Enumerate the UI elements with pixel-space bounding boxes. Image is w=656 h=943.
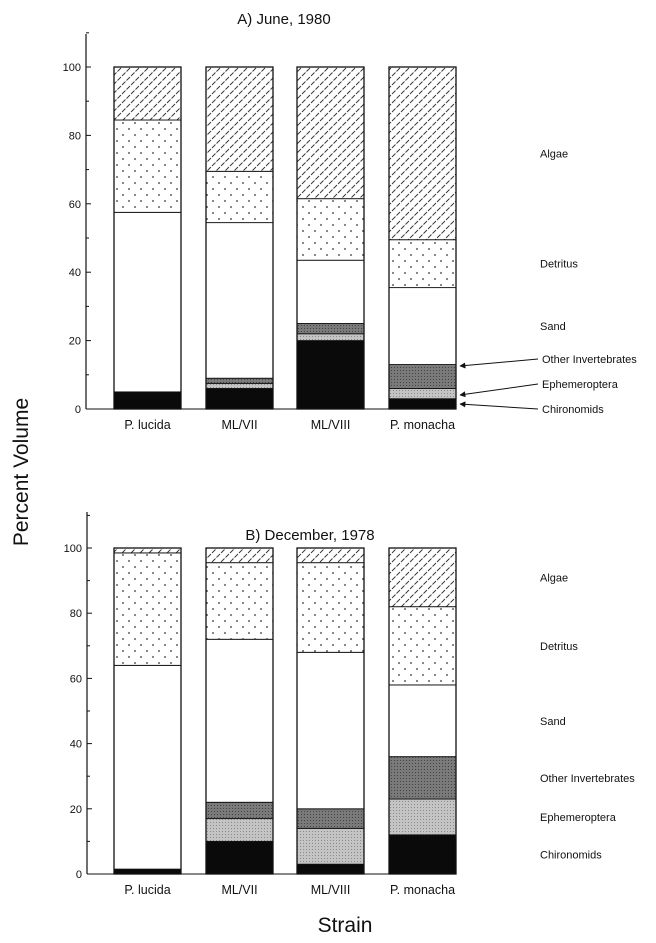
legend-label-detritus: Detritus [540,259,578,271]
bar-segment-chironomids [113,391,182,410]
bar-segment-detritus [205,170,274,224]
category-label: ML/VIII [311,883,351,897]
category-label: P. lucida [124,883,170,897]
bar-segment-detritus [296,198,365,261]
y-tick-label: 20 [70,804,82,816]
bar-segment-detritus [388,606,457,686]
bar-segment-algae [113,547,182,554]
bar-segment-sand [388,287,457,365]
bar-segment-ephemeroptera [296,333,365,342]
category-label: P. lucida [124,418,170,432]
y-tick-label: 80 [69,130,81,142]
bar-segment-sand [296,259,365,324]
panel-december-1978: B) December, 1978 0 20 40 60 80 100 P. lucida ML… [64,512,635,897]
bar-segment-other-invertebrates [296,808,365,829]
y-tick-label: 100 [63,62,81,74]
category-label: ML/VII [221,418,257,432]
bar-segment-algae [388,547,457,608]
category-label: ML/VIII [311,418,351,432]
bar-segment-ephemeroptera [205,818,274,842]
bar-segment-ephemeroptera [205,382,274,389]
legend-arrow [459,358,539,369]
y-tick-label: 60 [70,673,82,685]
chart-title: B) December, 1978 [245,527,374,544]
bar-segment-chironomids [296,340,365,410]
bar-segment-ephemeroptera [388,798,457,836]
category-label: P. monacha [390,418,455,432]
bar-segment-other-invertebrates [388,364,457,389]
bar-segment-chironomids [205,840,274,875]
legend-label-ephemeroptera: Ephemeroptera [540,812,617,824]
bar-segment-detritus [113,119,182,213]
bar-segment-sand [113,664,182,870]
category-label: ML/VII [221,883,257,897]
bar-segment-chironomids [296,863,365,875]
y-tick-label: 20 [69,336,81,348]
bar-segment-chironomids [205,388,274,410]
bar-segment-ephemeroptera [296,827,365,865]
y-tick-label: 60 [69,199,81,211]
category-label: P. monacha [390,883,455,897]
bar-segment-sand [205,638,274,803]
bar-segment-algae [388,66,457,241]
bar-segment-other-invertebrates [205,377,274,384]
legend-label-sand: Sand [540,716,566,728]
bar-segment-chironomids [388,834,457,875]
x-axis-label: Strain [318,914,373,937]
bar-segment-other-invertebrates [388,756,457,800]
bar-segment-sand [296,651,365,810]
bar-segment-sand [205,222,274,379]
bar-segment-algae [296,547,365,564]
legend-label-algae: Algae [540,572,568,584]
bar-segment-sand [113,211,182,393]
bar-segment-ephemeroptera [388,388,457,400]
bar-segment-algae [113,66,182,121]
bar-segment-detritus [113,552,182,666]
legend-label-algae: Algae [540,148,568,160]
bar-segment-chironomids [113,868,182,875]
chart-title: A) June, 1980 [237,11,330,28]
bar-segment-detritus [388,239,457,289]
bar-segment-algae [205,547,274,564]
y-tick-label: 0 [75,404,81,416]
bar-segment-detritus [296,562,365,653]
legend-label-sand: Sand [540,321,566,333]
bar-segment-algae [296,66,365,200]
y-tick-label: 100 [64,543,82,555]
bar-segment-other-invertebrates [296,323,365,335]
bar-segment-other-invertebrates [205,801,274,820]
legend-arrow [459,383,539,398]
bar-segment-detritus [205,562,274,640]
y-tick-label: 0 [76,869,82,881]
y-axis-label: Percent Volume [10,398,33,546]
legend-label-detritus: Detritus [540,641,578,653]
legend-label-other-invertebrates: Other Invertebrates [542,354,637,366]
bar-segment-chironomids [388,398,457,410]
y-tick-label: 40 [69,267,81,279]
bar-segment-algae [205,66,274,172]
legend-label-chironomids: Chironomids [540,849,602,861]
legend-label-ephemeroptera: Ephemeroptera [542,379,619,391]
panel-june-1980: A) June, 1980 0 20 40 60 80 100 P. lucida ML/VII… [63,11,638,432]
legend-label-chironomids: Chironomids [542,404,604,416]
y-tick-label: 40 [70,739,82,751]
legend-label-other-invertebrates: Other Invertebrates [540,773,635,785]
legend-arrow [459,401,539,410]
bar-segment-sand [388,684,457,758]
y-tick-label: 80 [70,608,82,620]
